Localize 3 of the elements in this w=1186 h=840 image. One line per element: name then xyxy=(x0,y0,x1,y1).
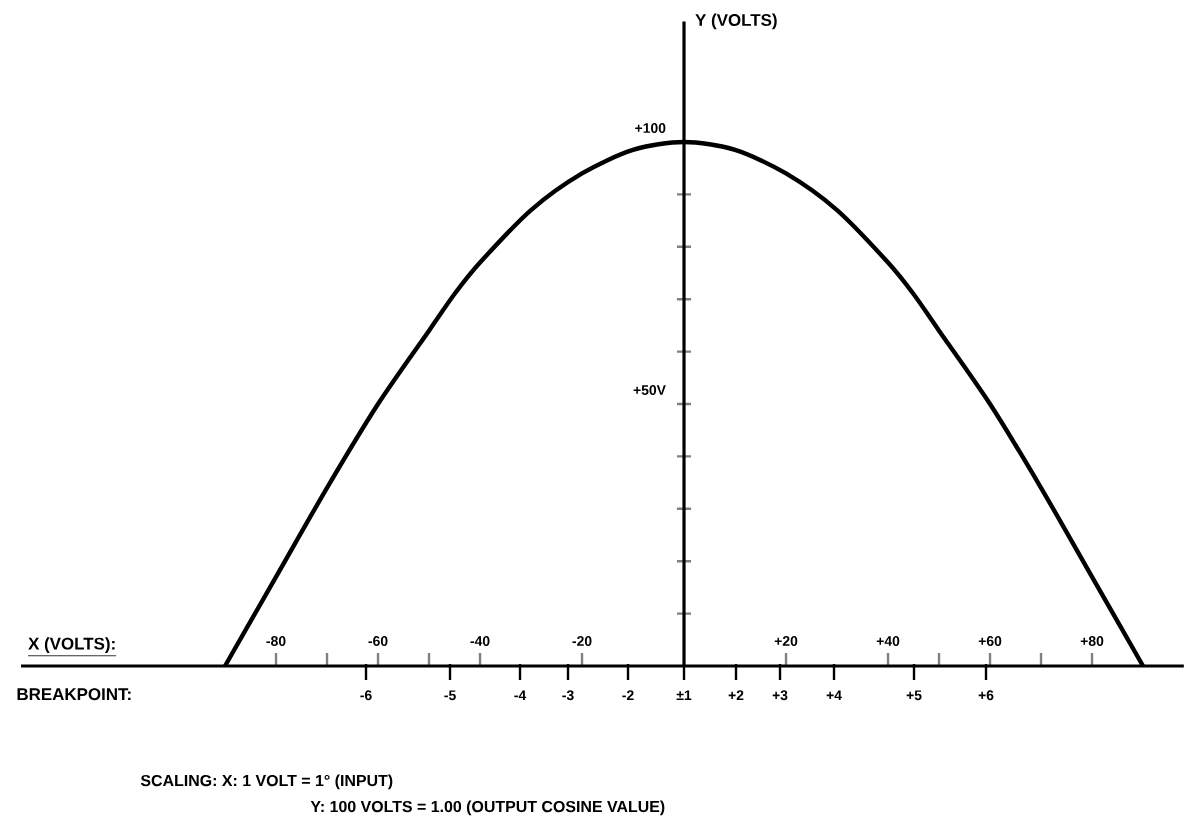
y-axis-title: Y (VOLTS) xyxy=(695,13,777,30)
x-axis-title: X (VOLTS): xyxy=(28,637,115,653)
text: BREAKPOINT: xyxy=(17,688,131,701)
